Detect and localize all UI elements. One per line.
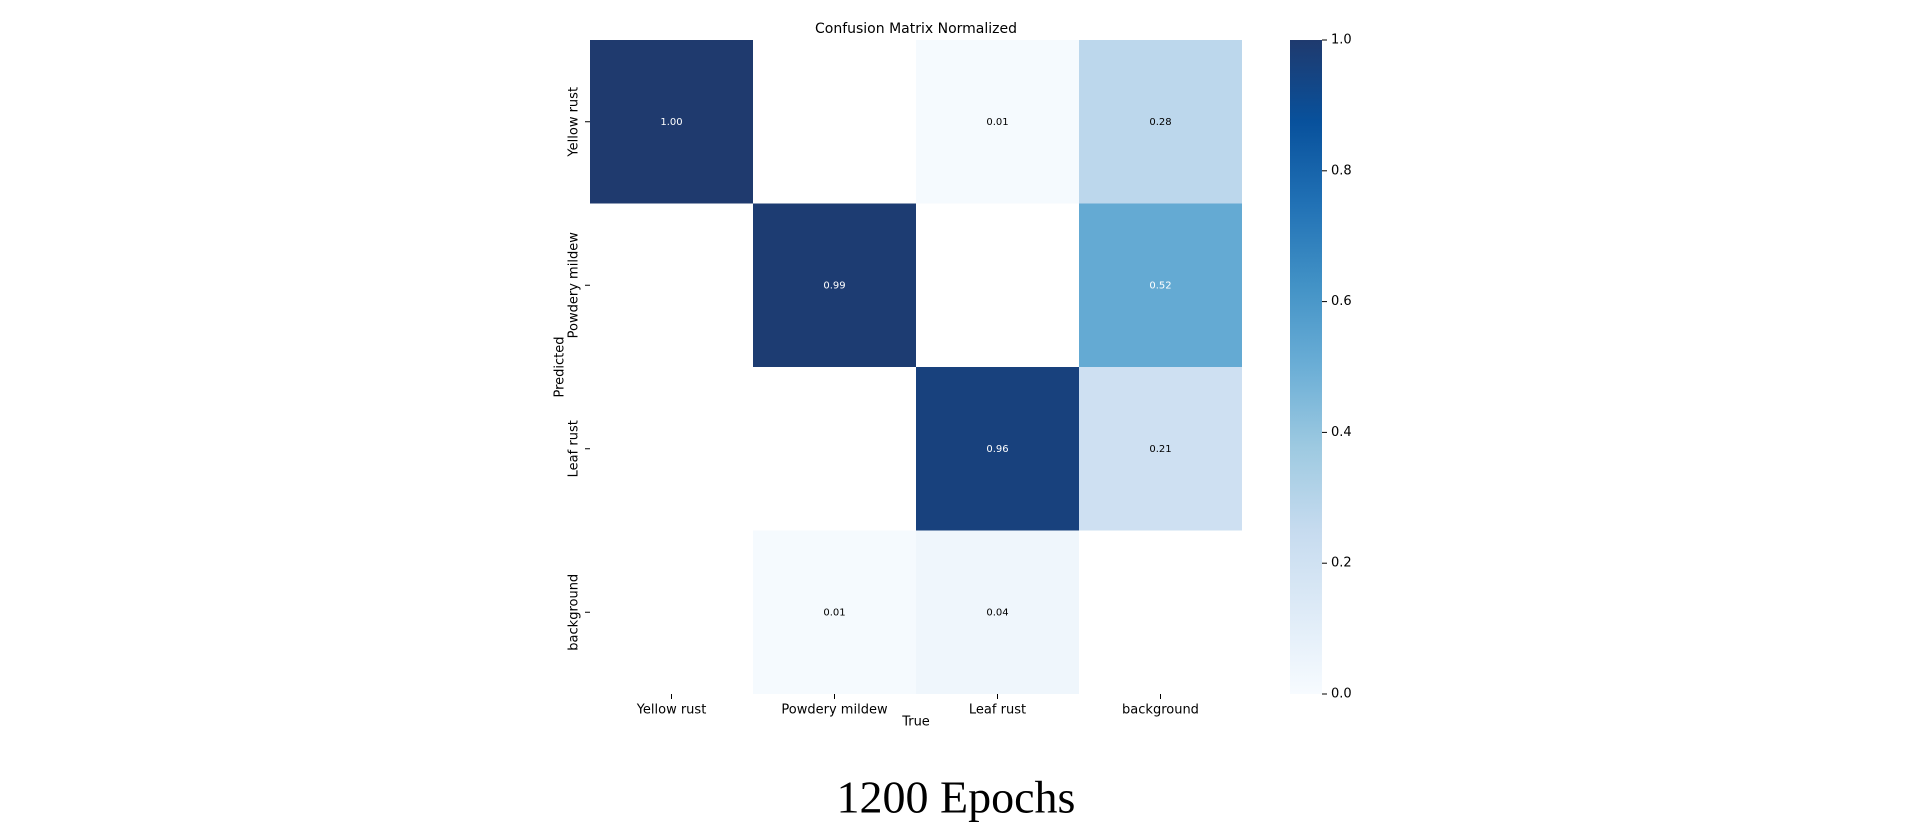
y-tick-label: background xyxy=(567,574,582,651)
colorbar-tick-label: 0.6 xyxy=(1331,294,1352,309)
cell-label: 0.01 xyxy=(823,607,845,618)
y-axis-label: Predicted xyxy=(553,336,568,397)
y-tick-label: Yellow rust xyxy=(567,87,582,158)
heatmap-cell xyxy=(590,40,753,204)
colorbar xyxy=(1290,40,1322,694)
heatmap-cell xyxy=(1079,40,1242,204)
cell-label: 0.96 xyxy=(986,444,1008,455)
cell-label: 0.52 xyxy=(1149,280,1171,291)
cell-label: 0.04 xyxy=(986,607,1008,618)
colorbar-tick-label: 0.4 xyxy=(1331,425,1352,440)
colorbar-tick-label: 0.2 xyxy=(1331,556,1352,571)
heatmap-cell xyxy=(916,367,1079,531)
colorbar-tick-label: 0.0 xyxy=(1331,687,1352,702)
cell-label: 1.00 xyxy=(660,117,682,128)
heatmap-cell xyxy=(1079,203,1242,367)
cell-label: 0.99 xyxy=(823,280,845,291)
x-axis-label: True xyxy=(901,715,930,730)
cell-label: 0.28 xyxy=(1149,117,1171,128)
colorbar-tick-label: 0.8 xyxy=(1331,163,1352,178)
x-tick-label: Leaf rust xyxy=(969,703,1026,718)
heatmap-cell xyxy=(916,40,1079,204)
cell-label: 0.01 xyxy=(986,117,1008,128)
y-tick-label: Leaf rust xyxy=(567,420,582,477)
heatmap-cell xyxy=(753,203,916,367)
caption: 1200 Epochs xyxy=(837,772,1076,823)
colorbar-tick-label: 1.0 xyxy=(1331,33,1352,48)
x-tick-label: background xyxy=(1122,703,1199,718)
heatmap-cell xyxy=(916,530,1079,694)
x-tick-label: Yellow rust xyxy=(636,703,707,718)
x-tick-label: Powdery mildew xyxy=(781,703,888,718)
cell-label: 0.21 xyxy=(1149,444,1171,455)
chart-title: Confusion Matrix Normalized xyxy=(815,21,1017,37)
y-tick-label: Powdery mildew xyxy=(567,232,582,339)
heatmap-cell xyxy=(753,530,916,694)
heatmap-cell xyxy=(1079,367,1242,531)
